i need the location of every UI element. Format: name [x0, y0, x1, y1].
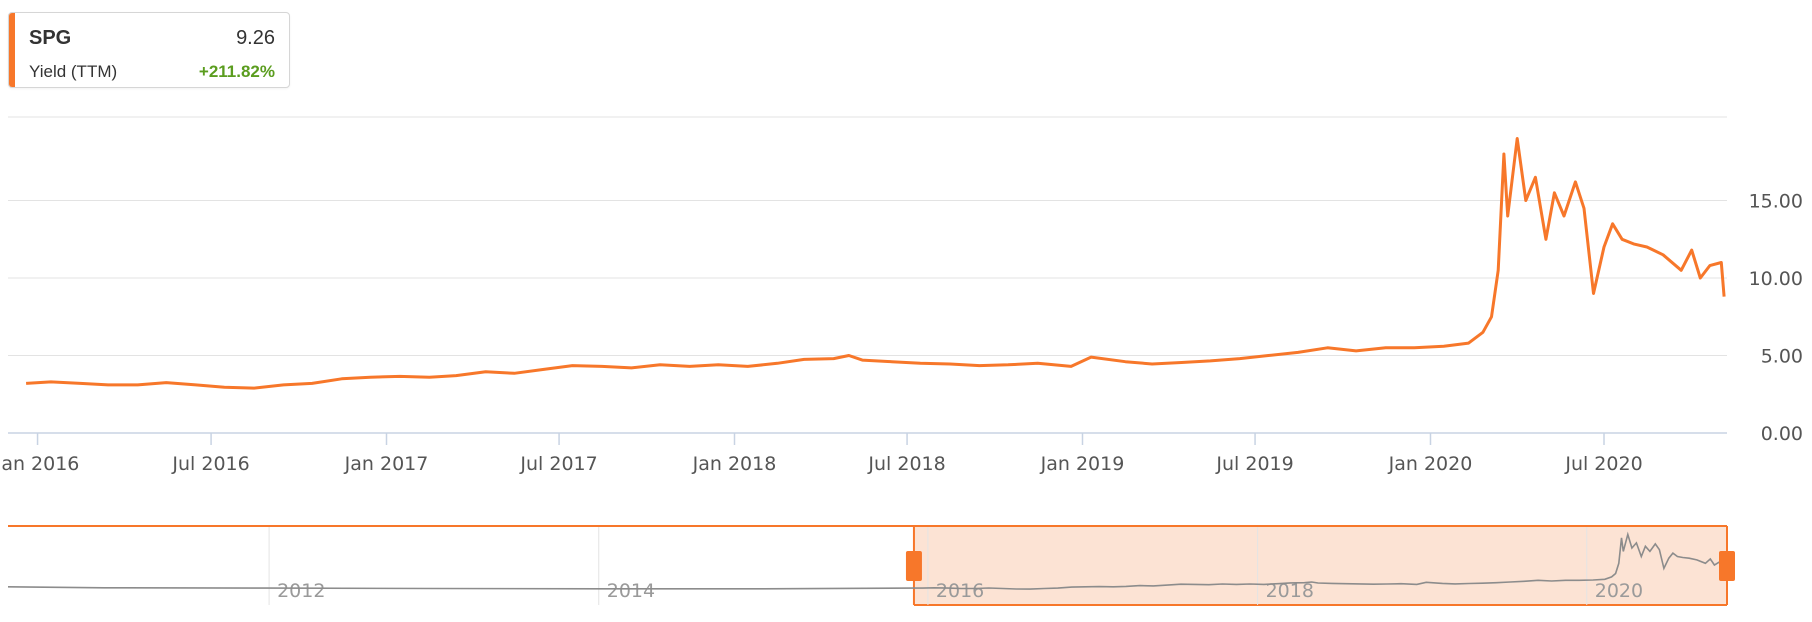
- y-tick-label: 15.00: [1749, 191, 1803, 213]
- series-line-spg: [26, 137, 1726, 390]
- navigator-year-label: 2016: [936, 580, 984, 602]
- series-color-marker: [9, 13, 15, 87]
- x-tick-label: Jan 2017: [344, 453, 429, 475]
- x-axis: Jan 2016 Jul 2016 Jan 2017 Jul 2017 Jan 2018…: [0, 432, 1727, 475]
- navigator[interactable]: 2012 2014 2016 2018 2020: [7, 525, 1735, 606]
- y-tick-label: 10.00: [1749, 268, 1803, 290]
- navigator-selection[interactable]: [913, 526, 1727, 605]
- navigator-series-line: [7, 531, 1727, 590]
- x-tick-label: Jul 2017: [519, 453, 597, 475]
- legend-ticker: SPG: [29, 27, 72, 49]
- y-tick-label: 5.00: [1761, 346, 1803, 368]
- x-tick-label: Jan 2018: [692, 453, 777, 475]
- legend-value: 9.26: [236, 27, 275, 49]
- navigator-year-label: 2018: [1266, 580, 1314, 602]
- legend-box: SPG 9.26 Yield (TTM) +211.82%: [8, 12, 290, 88]
- navigator-left-handle[interactable]: [905, 551, 922, 581]
- x-tick-label: Jan 2016: [0, 453, 79, 475]
- x-tick-label: Jan 2019: [1040, 453, 1125, 475]
- x-tick-label: Jan 2020: [1388, 453, 1473, 475]
- navigator-year-label: 2014: [607, 580, 655, 602]
- grid-lines: [8, 116, 1727, 356]
- legend-change: +211.82%: [198, 62, 275, 81]
- x-tick-label: Jul 2019: [1215, 453, 1293, 475]
- navigator-year-label: 2012: [277, 580, 325, 602]
- series-group: [26, 137, 1726, 390]
- navigator-year-label: 2020: [1595, 580, 1643, 602]
- y-axis-labels: 0.00 5.00 10.00 15.00: [1749, 191, 1803, 446]
- x-tick-label: Jul 2018: [867, 453, 945, 475]
- y-tick-label: 0.00: [1761, 423, 1803, 445]
- x-tick-label: Jul 2020: [1564, 453, 1642, 475]
- x-tick-label: Jul 2016: [171, 453, 249, 475]
- navigator-right-handle[interactable]: [1719, 551, 1735, 581]
- legend-metric: Yield (TTM): [29, 62, 118, 81]
